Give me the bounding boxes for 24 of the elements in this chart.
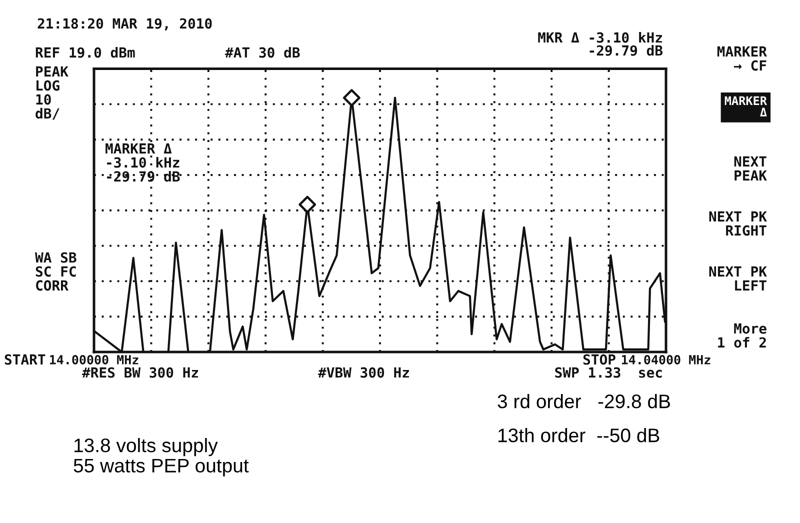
text: PEAK LOG 10 dB/	[36, 66, 68, 120]
x-tick-label: 14.00000 MHz	[50, 355, 138, 364]
text: 21:18:20 MAR 19, 2010	[38, 18, 212, 30]
text: #RES BW 300 Hz	[82, 367, 198, 378]
text: 3 rd order -29.8 dB	[498, 394, 670, 408]
text: MARKER Δ	[724, 96, 767, 116]
text: NEXT PK RIGHT	[709, 211, 767, 236]
text: NEXT PK LEFT	[709, 266, 767, 291]
text: More 1 of 2	[718, 323, 766, 348]
text: REF 19.0 dBm	[36, 47, 135, 58]
text: MARKER → CF	[717, 46, 767, 71]
text: 13.8 volts supply 55 watts PEP output	[74, 438, 249, 476]
text: 13th order --50 dB	[498, 428, 660, 442]
text: #AT 30 dB	[225, 47, 300, 58]
x-tick-label: 14.04000 MHz	[622, 355, 710, 364]
text: WA SB SC FC CORR	[35, 252, 76, 291]
text: #VBW 300 Hz	[318, 367, 409, 378]
text: NEXT PEAK	[734, 156, 767, 181]
text: STOP	[583, 354, 616, 365]
annotation: MARKER Δ -3.10 kHz -29.79 dB	[106, 143, 180, 182]
text: START	[4, 354, 46, 365]
text: MKR Δ -3.10 kHz	[538, 32, 662, 43]
text: SWP 1.33 sec	[555, 367, 662, 378]
text: -29.79 dB	[590, 45, 662, 56]
